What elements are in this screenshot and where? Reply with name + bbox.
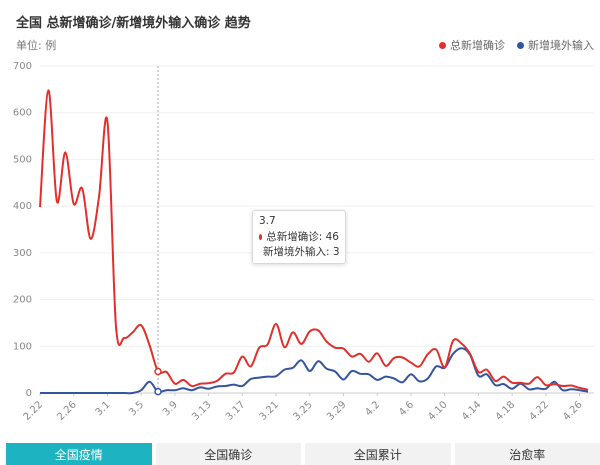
tab-national-cumulative[interactable]: 全国累计 (305, 443, 451, 465)
tooltip-text-imported: 新增境外输入: 3 (263, 246, 340, 258)
x-tick-label: 3.1 (94, 399, 113, 418)
chart-title: 全国 总新增确诊/新增境外输入确诊 趋势 (16, 16, 251, 31)
chart-tooltip: 3.7 总新增确诊: 46 新增境外输入: 3 (252, 210, 346, 264)
tab-cure-rate[interactable]: 治愈率 (454, 443, 600, 465)
series-line-imported (40, 347, 589, 395)
hover-point-imported (154, 387, 162, 396)
legend-dot-confirmed (439, 41, 446, 49)
legend-label-imported: 新增境外输入 (528, 39, 594, 52)
x-tick-label: 3.21 (258, 399, 282, 423)
x-tick-label: 4.26 (561, 399, 585, 423)
y-tick-label: 300 (13, 248, 32, 259)
x-tick-label: 3.13 (190, 399, 214, 423)
chart-legend: 总新增确诊 新增境外输入 (439, 37, 594, 53)
tab-bar: 全国疫情 全国确诊 全国累计 治愈率 (6, 443, 600, 465)
y-tick-label: 100 (13, 341, 32, 352)
tooltip-row-imported: 新增境外输入: 3 (259, 244, 340, 259)
legend-item-confirmed[interactable]: 总新增确诊 (439, 37, 505, 53)
x-tick-label: 4.18 (494, 399, 518, 423)
y-tick-label: 0 (26, 388, 32, 399)
tab-national-epidemic[interactable]: 全国疫情 (6, 443, 152, 465)
legend-dot-imported (517, 41, 524, 49)
y-tick-label: 400 (13, 201, 32, 212)
tooltip-date: 3.7 (259, 215, 276, 227)
legend-item-imported[interactable]: 新增境外输入 (517, 37, 594, 53)
x-tick-label: 3.9 (161, 399, 180, 418)
tab-national-confirmed[interactable]: 全国确诊 (155, 443, 301, 465)
x-tick-label: 3.25 (291, 399, 315, 423)
hover-point-confirmed (154, 367, 162, 376)
tooltip-text-confirmed: 总新增确诊: 46 (266, 231, 339, 243)
legend-label-confirmed: 总新增确诊 (450, 39, 505, 52)
x-tick-label: 4.22 (527, 399, 551, 423)
x-tick-label: 2.22 (22, 399, 46, 423)
series-line-confirmed (39, 89, 589, 391)
y-tick-label: 600 (13, 108, 32, 119)
x-tick-label: 4.14 (460, 399, 484, 423)
line-chart[interactable]: 0 100 200 300 400 500 600 700 2.22 2.26 3.1 3.5 3.9 3… (0, 0, 600, 440)
x-tick-label: 4.2 (363, 399, 382, 418)
tooltip-row-confirmed: 总新增确诊: 46 (259, 229, 339, 244)
x-tick-label: 4.10 (426, 399, 450, 423)
y-tick-label: 500 (13, 154, 32, 165)
x-tick-label: 3.29 (325, 399, 349, 423)
x-tick-label: 3.5 (127, 399, 146, 418)
x-tick-label: 4.6 (397, 399, 416, 418)
unit-label: 单位: 例 (16, 39, 57, 52)
x-tick-label: 3.17 (224, 399, 248, 423)
y-tick-label: 700 (13, 61, 32, 72)
y-tick-label: 200 (13, 295, 32, 306)
tooltip-dot-confirmed (259, 233, 263, 240)
x-tick-label: 2.26 (55, 399, 79, 423)
